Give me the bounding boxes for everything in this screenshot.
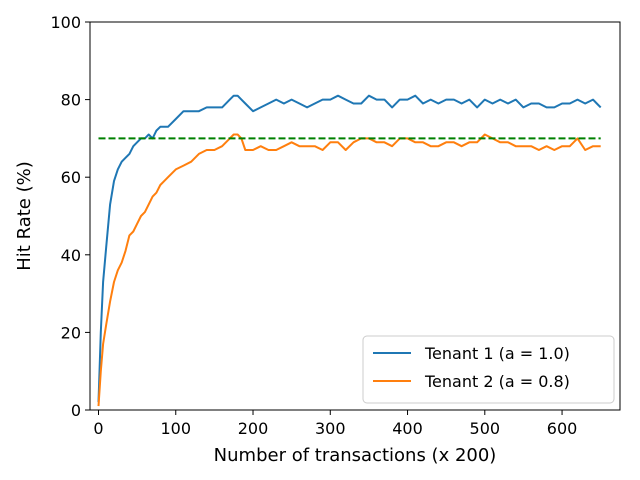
y-axis-title: Hit Rate (%): [14, 161, 35, 270]
series-line-tenant-2: [97, 133, 601, 407]
y-tick-label: 40: [61, 246, 81, 265]
x-tick-label: 200: [238, 419, 269, 438]
y-tick-label: 60: [61, 168, 81, 187]
y-tick-label: 100: [50, 13, 81, 32]
y-tick-label: 20: [61, 323, 81, 342]
x-tick-label: 300: [315, 419, 346, 438]
x-tick-label: 0: [93, 419, 103, 438]
y-tick-label: 0: [71, 401, 81, 420]
legend-box: [362, 335, 615, 404]
legend: Tenant 1 (a = 1.0) Tenant 2 (a = 0.8): [362, 335, 615, 404]
x-tick-label: 500: [470, 419, 501, 438]
x-tick-label: 400: [392, 419, 423, 438]
legend-label-tenant-1: Tenant 1 (a = 1.0): [424, 344, 570, 363]
x-tick-label: 100: [160, 419, 191, 438]
y-axis: 0 20 40 60 80 100: [50, 13, 90, 420]
x-axis: 0 100 200 300 400 500 600: [93, 410, 577, 438]
x-axis-title: Number of transactions (x 200): [214, 445, 497, 466]
y-tick-label: 80: [61, 91, 81, 110]
legend-label-tenant-2: Tenant 2 (a = 0.8): [424, 372, 570, 391]
series-layer: [97, 94, 602, 407]
plot-frame: [89, 21, 621, 411]
x-tick-label: 600: [547, 419, 578, 438]
